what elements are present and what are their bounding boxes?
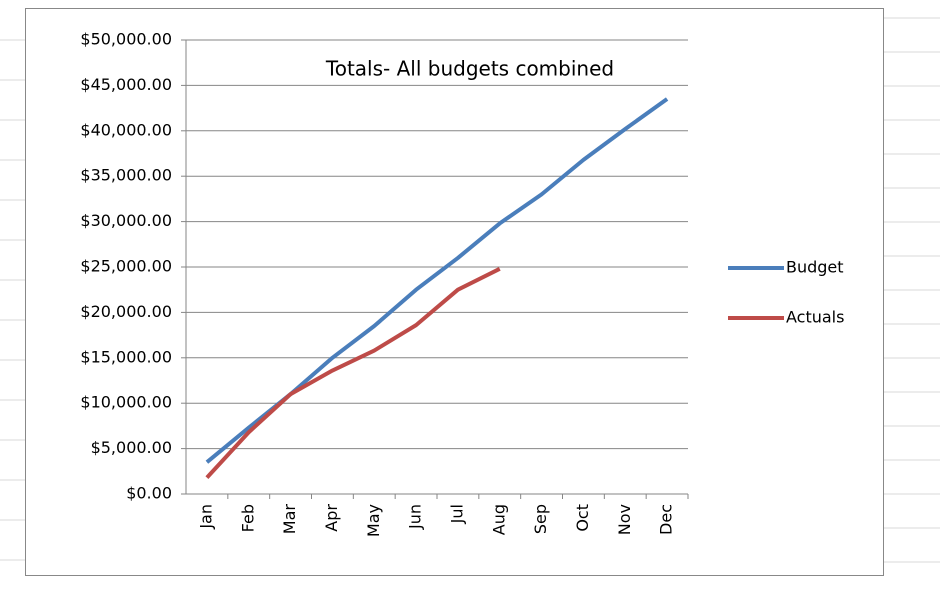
x-tick-label: Jun: [406, 504, 425, 530]
y-tick-label: $0.00: [126, 484, 172, 503]
x-tick-label: May: [364, 504, 383, 537]
y-tick-label: $5,000.00: [91, 438, 172, 457]
chart-title: Totals- All budgets combined: [325, 57, 614, 81]
x-tick-label: Aug: [489, 504, 508, 535]
y-tick-label: $25,000.00: [80, 257, 172, 276]
y-tick-label: $30,000.00: [80, 211, 172, 230]
x-tick-label: Oct: [573, 504, 592, 532]
series-line: [205, 267, 501, 480]
y-tick-label: $50,000.00: [80, 30, 172, 49]
y-tick-label: $10,000.00: [80, 393, 172, 412]
legend-label: Budget: [786, 258, 844, 277]
x-tick-label: Mar: [280, 504, 299, 535]
legend-label: Actuals: [786, 308, 844, 327]
y-tick-label: $20,000.00: [80, 302, 172, 321]
y-tick-label: $40,000.00: [80, 120, 172, 139]
y-tick-label: $35,000.00: [80, 166, 172, 185]
x-tick-label: Dec: [657, 504, 676, 535]
x-tick-label: Jan: [196, 504, 215, 530]
x-tick-label: Jul: [447, 504, 466, 524]
x-tick-label: Sep: [531, 504, 550, 534]
sheet-grid: [0, 17, 940, 563]
x-tick-label: Feb: [238, 504, 257, 532]
y-tick-label: $45,000.00: [80, 75, 172, 94]
x-tick-label: Apr: [322, 504, 341, 532]
x-tick-label: Nov: [615, 504, 634, 535]
y-tick-label: $15,000.00: [80, 347, 172, 366]
